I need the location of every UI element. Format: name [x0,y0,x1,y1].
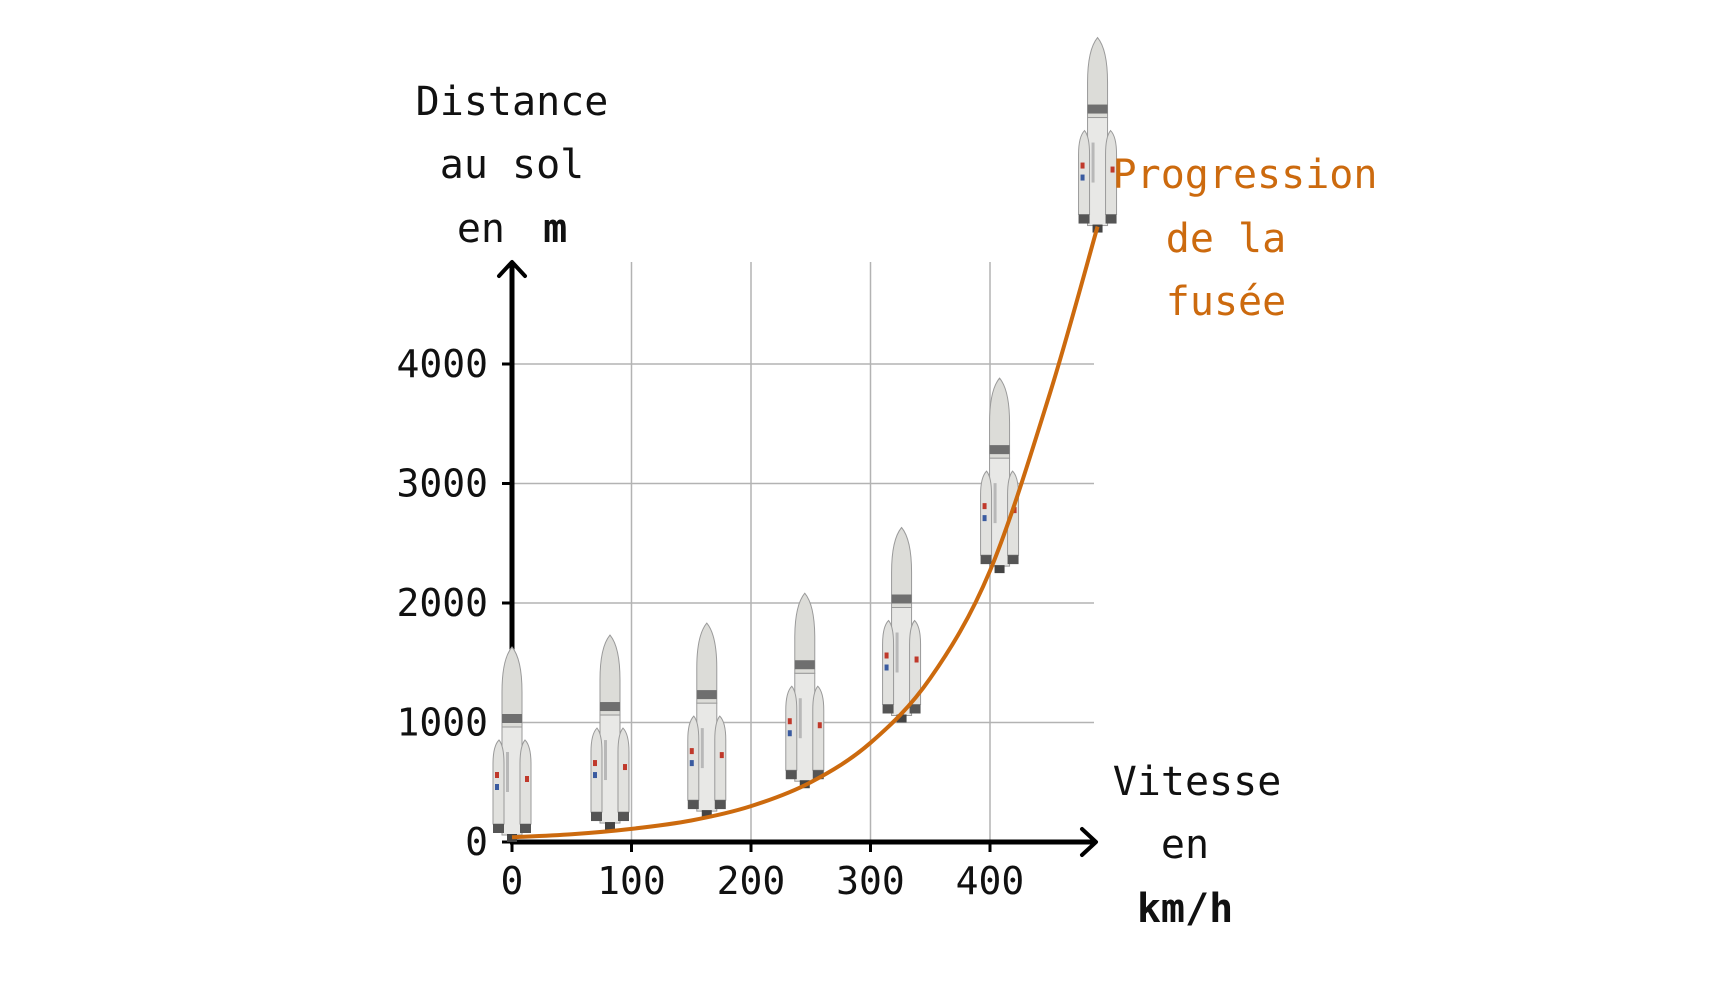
rocket-markers [492,37,1118,843]
series-line-progression [511,226,1100,840]
x-tick-label-3: 300 [836,859,905,903]
x-axis-unit: km/h [1137,886,1233,932]
y-axis-label-line3: en m [457,206,567,252]
x-tick-label-0: 0 [501,859,524,903]
series-label-line1: Progression [1113,152,1378,198]
series-label-line3: fusée [1166,279,1286,325]
y-tick-label-4: 4000 [396,342,488,386]
rocket-icon-4 [882,527,922,723]
x-axis-label-line1: Vitesse [1113,759,1282,805]
y-tick-label-2: 2000 [396,581,488,625]
series-label-line2: de la [1166,216,1286,262]
x-tick-label-1: 100 [597,859,666,903]
y-tick-label-1: 1000 [396,701,488,745]
rocket-icon-0 [492,646,532,843]
y-axis-label-line1: Distance [416,79,609,125]
x-axis-arrow [1080,827,1098,857]
tick-labels: 0 1000 2000 3000 4000 0 100 200 300 400 [396,342,1024,903]
y-tick-label-3: 3000 [396,462,488,506]
y-axis-label-line2: au sol [440,142,585,188]
x-axis-label-line2: en [1161,822,1209,868]
x-tick-label-2: 200 [717,859,786,903]
y-axis-unit: m [543,206,567,252]
y-axis-arrow [497,260,527,278]
y-tick-label-0: 0 [465,820,488,864]
rocket-icon-1 [590,634,630,831]
x-tick-label-4: 400 [956,859,1025,903]
rocket-icon-6 [1078,37,1118,234]
rocket-icon-3 [785,592,825,789]
rocket-icon-2 [687,622,727,819]
y-axis-label-prefix: en [457,206,505,252]
